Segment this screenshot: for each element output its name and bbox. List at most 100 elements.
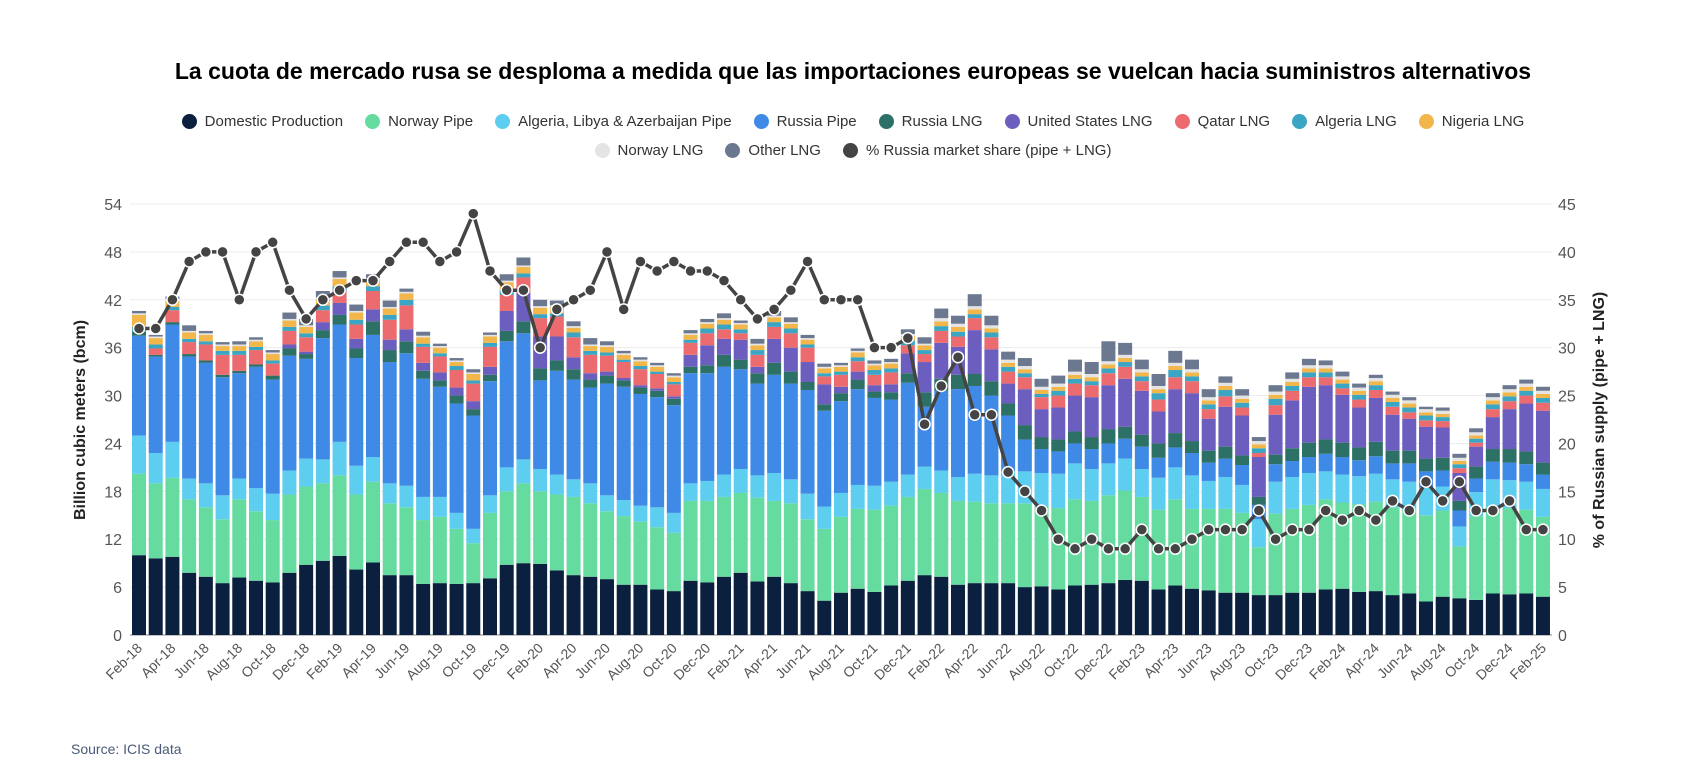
bar-segment-other-lng (683, 330, 698, 334)
bar-stack (1268, 385, 1283, 635)
legend-item[interactable]: Nigeria LNG (1418, 113, 1524, 130)
bar-segment-norway-pipe (482, 512, 497, 579)
bar-segment-nigeria-lng (700, 323, 715, 329)
legend-item[interactable]: United States LNG (1004, 113, 1153, 130)
bar-segment-norway-lng (950, 323, 965, 327)
legend-item[interactable]: Norway Pipe (365, 113, 473, 130)
bar-segment-nigeria-lng (1268, 394, 1283, 399)
bar-segment-other-lng (1201, 389, 1216, 398)
legend-item[interactable]: Algeria, Libya & Azerbaijan Pipe (495, 113, 732, 130)
bar-segment-nigeria-lng (1385, 397, 1400, 402)
bar-segment-qatar-lng (1519, 395, 1534, 404)
bar-segment-algeria-lng (934, 326, 949, 331)
bar-segment-norway-lng (1368, 377, 1383, 382)
bar-segment-algeria-libya-azerbaijan-pipe (1368, 473, 1383, 502)
bar-segment-qatar-lng (1218, 396, 1233, 407)
bar-segment-qatar-lng (599, 355, 614, 372)
bar-segment-qatar-lng (1318, 377, 1333, 386)
bar-segment-qatar-lng (1118, 366, 1133, 379)
bar-segment-russia-pipe (1452, 510, 1467, 527)
bar-segment-algeria-libya-azerbaijan-pipe (917, 466, 932, 489)
bar-segment-norway-lng (1017, 366, 1032, 370)
bar-segment-nigeria-lng (332, 279, 347, 287)
bar-segment-domestic-production (148, 558, 163, 635)
bar-segment-qatar-lng (1235, 407, 1250, 416)
legend-item[interactable]: Russia Pipe (753, 113, 857, 130)
bar-segment-nigeria-lng (967, 309, 982, 315)
bar-segment-other-lng (399, 288, 414, 292)
bar-segment-russia-pipe (1519, 464, 1534, 482)
y-tick-label: 54 (104, 197, 122, 214)
legend-item[interactable]: Domestic Production (181, 113, 343, 130)
bar-segment-nigeria-lng (516, 267, 531, 274)
bar-segment-domestic-production (650, 589, 665, 635)
bar-segment-russia-lng (1335, 442, 1350, 458)
bar-segment-other-lng (132, 310, 146, 314)
russia-share-point (500, 283, 513, 297)
bar-segment-nigeria-lng (716, 319, 731, 325)
legend-swatch-icon (1004, 114, 1020, 129)
bar-stack (1001, 351, 1016, 635)
bar-segment-norway-pipe (733, 492, 748, 573)
russia-share-point (1052, 532, 1065, 546)
bar-segment-algeria-lng (282, 326, 297, 331)
bar-segment-qatar-lng (1469, 442, 1484, 447)
russia-share-point (1102, 542, 1115, 556)
bar-segment-russia-lng (482, 374, 497, 382)
bar-segment-qatar-lng (332, 290, 347, 303)
legend-item[interactable]: Norway LNG (594, 142, 703, 159)
bar-segment-algeria-lng (232, 350, 247, 355)
bar-segment-domestic-production (783, 583, 798, 635)
bar-segment-united-states-lng (867, 385, 882, 392)
bar-stack (767, 310, 782, 635)
bar-segment-domestic-production (132, 555, 146, 635)
bar-segment-russia-pipe (1352, 460, 1367, 477)
bar-segment-united-states-lng (984, 349, 999, 382)
bar-segment-nigeria-lng (783, 323, 798, 329)
bar-segment-algeria-lng (1402, 407, 1417, 413)
bar-segment-russia-lng (466, 409, 481, 416)
bar-segment-norway-lng (1218, 382, 1233, 386)
legend-item[interactable]: Other LNG (725, 142, 821, 159)
bar-segment-russia-lng (867, 391, 882, 398)
legend-item[interactable]: % Russia market share (pipe + LNG) (842, 142, 1111, 159)
y-tick-label: 30 (104, 389, 122, 406)
bar-segment-domestic-production (1168, 585, 1183, 635)
bar-segment-nigeria-lng (984, 328, 999, 333)
bar-segment-domestic-production (265, 582, 280, 635)
x-tick-label: Feb-24 (1306, 640, 1349, 683)
bar-segment-domestic-production (332, 555, 347, 635)
bar-segment-other-lng (265, 350, 280, 353)
bar-segment-united-states-lng (449, 387, 464, 396)
bar-stack (1485, 393, 1500, 635)
bar-segment-qatar-lng (984, 337, 999, 350)
legend-item[interactable]: Algeria LNG (1292, 113, 1397, 130)
bar-segment-domestic-production (1318, 589, 1333, 635)
bar-segment-nigeria-lng (767, 317, 782, 323)
bar-segment-russia-pipe (1385, 463, 1400, 480)
bar-segment-algeria-lng (1435, 417, 1450, 422)
bar-segment-russia-pipe (1001, 415, 1016, 472)
bar-segment-other-lng (1151, 374, 1166, 386)
bar-segment-norway-pipe (1485, 507, 1500, 594)
bar-segment-united-states-lng (1034, 409, 1049, 438)
russia-share-point (266, 236, 279, 249)
bar-segment-algeria-libya-azerbaijan-pipe (1418, 487, 1433, 516)
russia-share-point (717, 274, 731, 287)
bar-segment-norway-lng (1301, 365, 1316, 369)
y2-tick-label: 5 (1558, 580, 1567, 597)
bar-segment-algeria-lng (1017, 373, 1032, 378)
bar-segment-russia-pipe (1402, 463, 1417, 482)
bar-segment-norway-pipe (315, 483, 330, 561)
bar-segment-other-lng (650, 362, 665, 366)
bar-segment-qatar-lng (700, 333, 715, 346)
legend-item[interactable]: Qatar LNG (1174, 113, 1270, 130)
bar-segment-algeria-libya-azerbaijan-pipe (683, 483, 698, 501)
bar-segment-domestic-production (1469, 599, 1484, 635)
bar-segment-qatar-lng (1352, 399, 1367, 408)
bar-segment-qatar-lng (884, 372, 899, 385)
bar-segment-qatar-lng (349, 324, 364, 339)
bar-segment-russia-lng (165, 322, 180, 325)
bar-segment-other-lng (466, 369, 481, 373)
legend-item[interactable]: Russia LNG (878, 113, 983, 130)
